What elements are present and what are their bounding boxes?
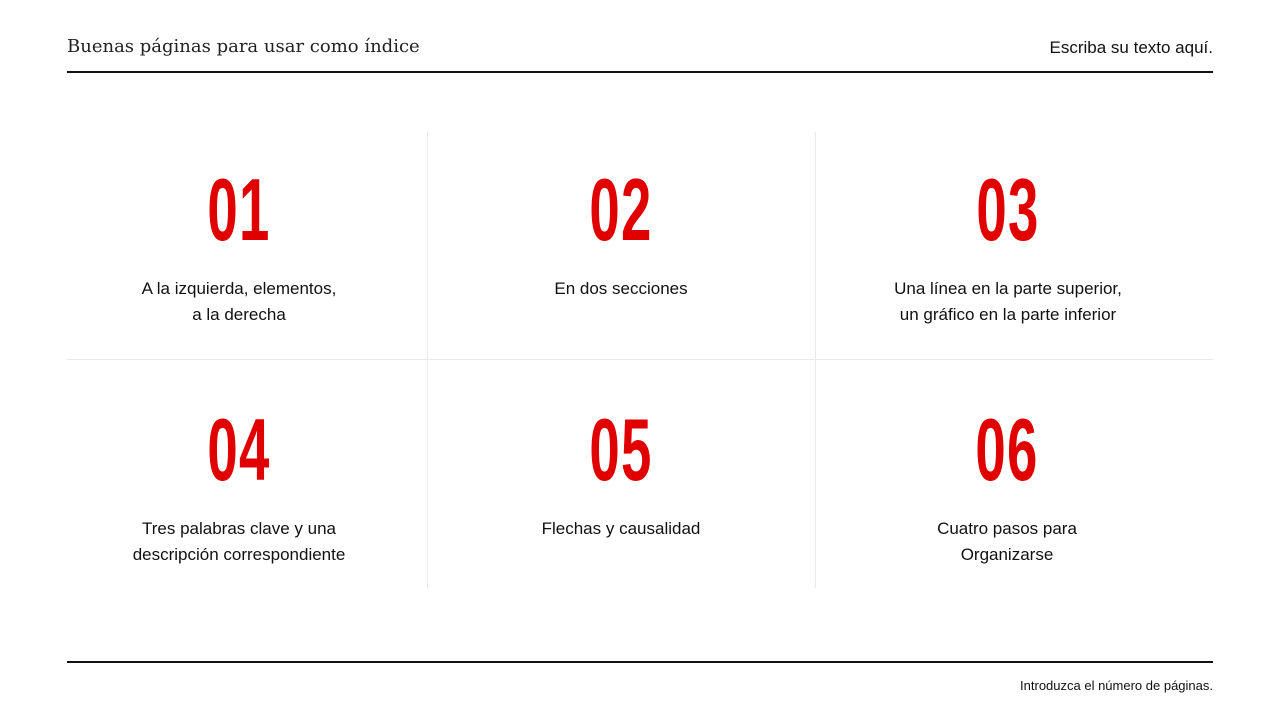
index-item-02: 02 En dos secciones: [427, 166, 815, 302]
grid-divider-vertical: [815, 132, 816, 588]
item-number: 06: [975, 400, 1039, 499]
item-number: 02: [589, 160, 653, 259]
item-label: Flechas y causalidad: [541, 519, 701, 538]
grid-divider-horizontal: [67, 359, 1213, 360]
index-item-01: 01 A la izquierda, elementos, a la derech…: [67, 166, 411, 328]
item-number: 03: [976, 160, 1040, 259]
item-label: A la izquierda, elementos, a la derecha: [141, 279, 337, 324]
page-title: Buenas páginas para usar como índice: [67, 36, 420, 57]
index-item-03: 03 Una línea en la parte superior, un grá…: [815, 166, 1201, 328]
item-label: Cuatro pasos para Organizarse: [937, 519, 1077, 564]
item-label: Tres palabras clave y una descripción cor…: [132, 519, 346, 564]
header-divider: [67, 71, 1213, 73]
item-number: 05: [589, 400, 653, 499]
index-item-06: 06 Cuatro pasos para Organizarse: [815, 406, 1199, 568]
page-number-note: Introduzca el número de páginas.: [1020, 678, 1213, 693]
index-item-04: 04 Tres palabras clave y una descripción …: [67, 406, 411, 568]
item-label: Una línea en la parte superior, un gráfic…: [894, 279, 1122, 324]
item-number: 04: [207, 400, 271, 499]
header-subtitle: Escriba su texto aquí.: [1049, 38, 1213, 57]
grid-divider-vertical: [427, 132, 428, 588]
index-item-05: 05 Flechas y causalidad: [427, 406, 815, 542]
item-number: 01: [207, 160, 271, 259]
footer-divider: [67, 661, 1213, 663]
item-label: En dos secciones: [554, 279, 688, 298]
